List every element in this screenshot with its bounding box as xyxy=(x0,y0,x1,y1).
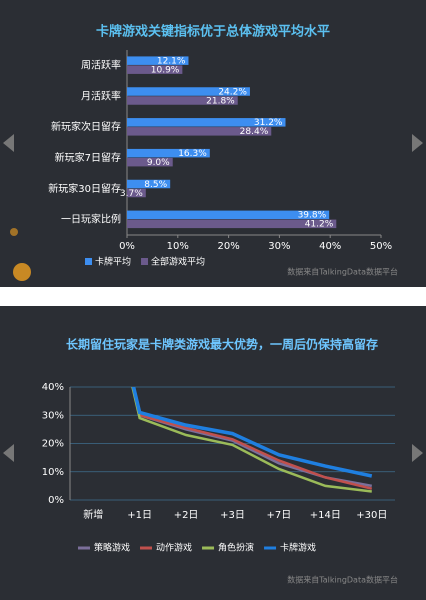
data-label: 24.2% xyxy=(218,87,247,97)
data-label: 16.3% xyxy=(178,149,207,159)
bar xyxy=(127,148,210,158)
bar xyxy=(127,118,286,127)
y-tick-label: 月活跃率 xyxy=(81,89,121,102)
data-label: 12.1% xyxy=(157,56,186,66)
chart-title: 长期留住玩家是卡牌类游戏最大优势，一周后仍保持高留存 xyxy=(66,337,378,352)
legend-swatch xyxy=(141,258,149,265)
y-tick-label: 30% xyxy=(42,410,64,421)
y-tick-label: 10% xyxy=(42,467,64,478)
x-tick-label: 10% xyxy=(167,241,189,252)
data-label: 39.8% xyxy=(298,211,327,221)
bar xyxy=(127,188,146,198)
line xyxy=(131,387,372,493)
x-tick-label: +7日 xyxy=(267,510,292,521)
bar xyxy=(127,127,272,136)
data-label: 21.8% xyxy=(206,96,235,106)
legend-label: 卡牌游戏 xyxy=(280,542,316,554)
y-tick-label: 0% xyxy=(48,495,64,506)
y-tick-label: 新玩家30日留存 xyxy=(48,182,121,195)
legend-label: 卡牌平均 xyxy=(95,256,131,268)
data-label: 31.2% xyxy=(254,118,283,128)
panel xyxy=(0,306,426,600)
arrow-right xyxy=(412,444,423,462)
x-tick-label: +2日 xyxy=(174,510,199,521)
legend-label: 策略游戏 xyxy=(94,542,130,554)
data-label: 9.0% xyxy=(147,158,170,168)
x-tick-label: 40% xyxy=(319,241,341,252)
x-tick-label: +30日 xyxy=(356,510,387,521)
x-tick-label: +14日 xyxy=(310,510,341,521)
y-tick-label: 新玩家次日留存 xyxy=(51,120,121,133)
bar xyxy=(127,210,330,220)
x-tick-label: +1日 xyxy=(127,510,152,521)
bar xyxy=(127,65,183,74)
data-label: 3.7% xyxy=(120,189,143,199)
x-tick-label: +3日 xyxy=(220,510,245,521)
y-tick-label: 20% xyxy=(42,439,64,450)
legend-swatch xyxy=(85,258,92,265)
data-label: 28.4% xyxy=(240,127,269,137)
arrow-left xyxy=(3,134,14,152)
x-tick-label: 30% xyxy=(268,241,290,252)
panel xyxy=(0,0,426,287)
x-tick-label: 50% xyxy=(370,241,392,252)
data-label: 41.2% xyxy=(305,220,334,230)
chart-title: 卡牌游戏关键指标优于总体游戏平均水平 xyxy=(96,24,330,40)
data-label: 8.5% xyxy=(144,180,167,190)
bar xyxy=(127,56,189,65)
bar xyxy=(127,96,238,105)
y-tick-label: 新玩家7日留存 xyxy=(55,151,121,164)
y-tick-label: 40% xyxy=(42,382,64,393)
arrow-left xyxy=(3,444,14,462)
legend-label: 动作游戏 xyxy=(156,542,192,554)
bar xyxy=(127,87,250,96)
x-tick-label: 20% xyxy=(217,241,239,252)
source: 数据来自TalkingData数据平台 xyxy=(287,267,398,277)
y-tick-label: 周活跃率 xyxy=(81,58,121,71)
source: 数据来自TalkingData数据平台 xyxy=(287,575,398,585)
bar xyxy=(127,219,337,229)
line xyxy=(131,387,373,478)
data-label: 10.9% xyxy=(151,65,180,75)
plot-area xyxy=(131,387,373,493)
bar xyxy=(127,157,173,167)
bar xyxy=(127,179,171,189)
x-tick-label: 新增 xyxy=(83,508,103,521)
legend-label: 角色扮演 xyxy=(218,542,254,554)
arrow-right xyxy=(412,134,423,152)
decoration xyxy=(10,228,18,236)
decoration xyxy=(13,263,31,281)
y-tick-label: 一日玩家比例 xyxy=(61,213,121,226)
legend-label: 全部游戏平均 xyxy=(151,256,205,268)
x-tick-label: 0% xyxy=(119,241,135,252)
